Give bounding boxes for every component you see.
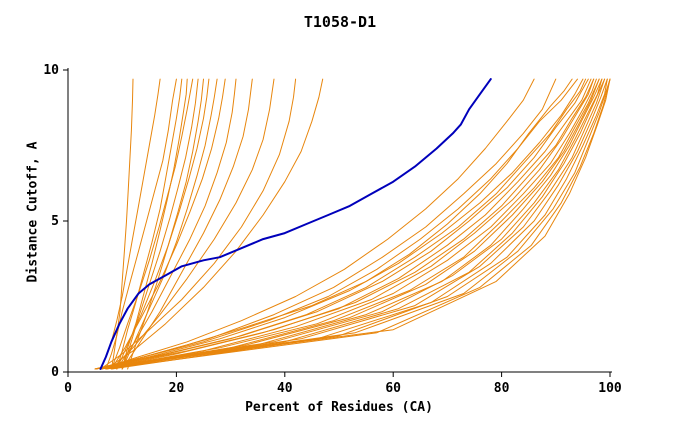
prediction-line (94, 78, 573, 370)
prediction-line (116, 78, 237, 370)
prediction-line (100, 78, 603, 370)
x-axis-label: Percent of Residues (CA) (245, 400, 433, 415)
prediction-line (94, 78, 589, 370)
y-tick-label: 0 (51, 365, 59, 380)
prediction-line (100, 78, 611, 370)
x-tick-label: 40 (277, 381, 293, 396)
prediction-line (94, 78, 584, 370)
prediction-line (100, 78, 578, 370)
prediction-line (100, 78, 587, 370)
prediction-line (100, 78, 597, 370)
prediction-line (100, 78, 535, 370)
prediction-line (110, 78, 194, 370)
prediction-line (105, 78, 606, 370)
x-tick-label: 100 (598, 381, 622, 396)
prediction-line (94, 78, 603, 370)
prediction-line (94, 78, 608, 370)
x-tick-label: 60 (385, 381, 401, 396)
prediction-line (105, 78, 595, 370)
chart-title: T1058-D1 (303, 13, 377, 31)
prediction-line (110, 78, 608, 370)
prediction-line (116, 78, 183, 370)
prediction-line (110, 78, 275, 370)
prediction-line (100, 78, 606, 370)
prediction-line (105, 78, 324, 370)
prediction-line (100, 78, 297, 370)
prediction-line (110, 78, 226, 370)
highlighted-model-line (99, 78, 492, 370)
x-tick-label: 80 (494, 381, 510, 396)
prediction-line (121, 78, 218, 370)
prediction-line (121, 78, 188, 370)
x-tick-label: 0 (64, 381, 72, 396)
prediction-line (94, 78, 595, 370)
prediction-line (127, 78, 204, 370)
y-tick-label: 10 (43, 63, 59, 78)
prediction-line (94, 78, 600, 370)
prediction-line (110, 78, 134, 370)
prediction-line (110, 78, 600, 370)
y-tick-label: 5 (51, 214, 59, 229)
prediction-line (116, 78, 210, 370)
prediction-line (105, 78, 611, 370)
x-tick-label: 20 (169, 381, 185, 396)
prediction-line (105, 78, 177, 370)
prediction-line (94, 78, 611, 370)
